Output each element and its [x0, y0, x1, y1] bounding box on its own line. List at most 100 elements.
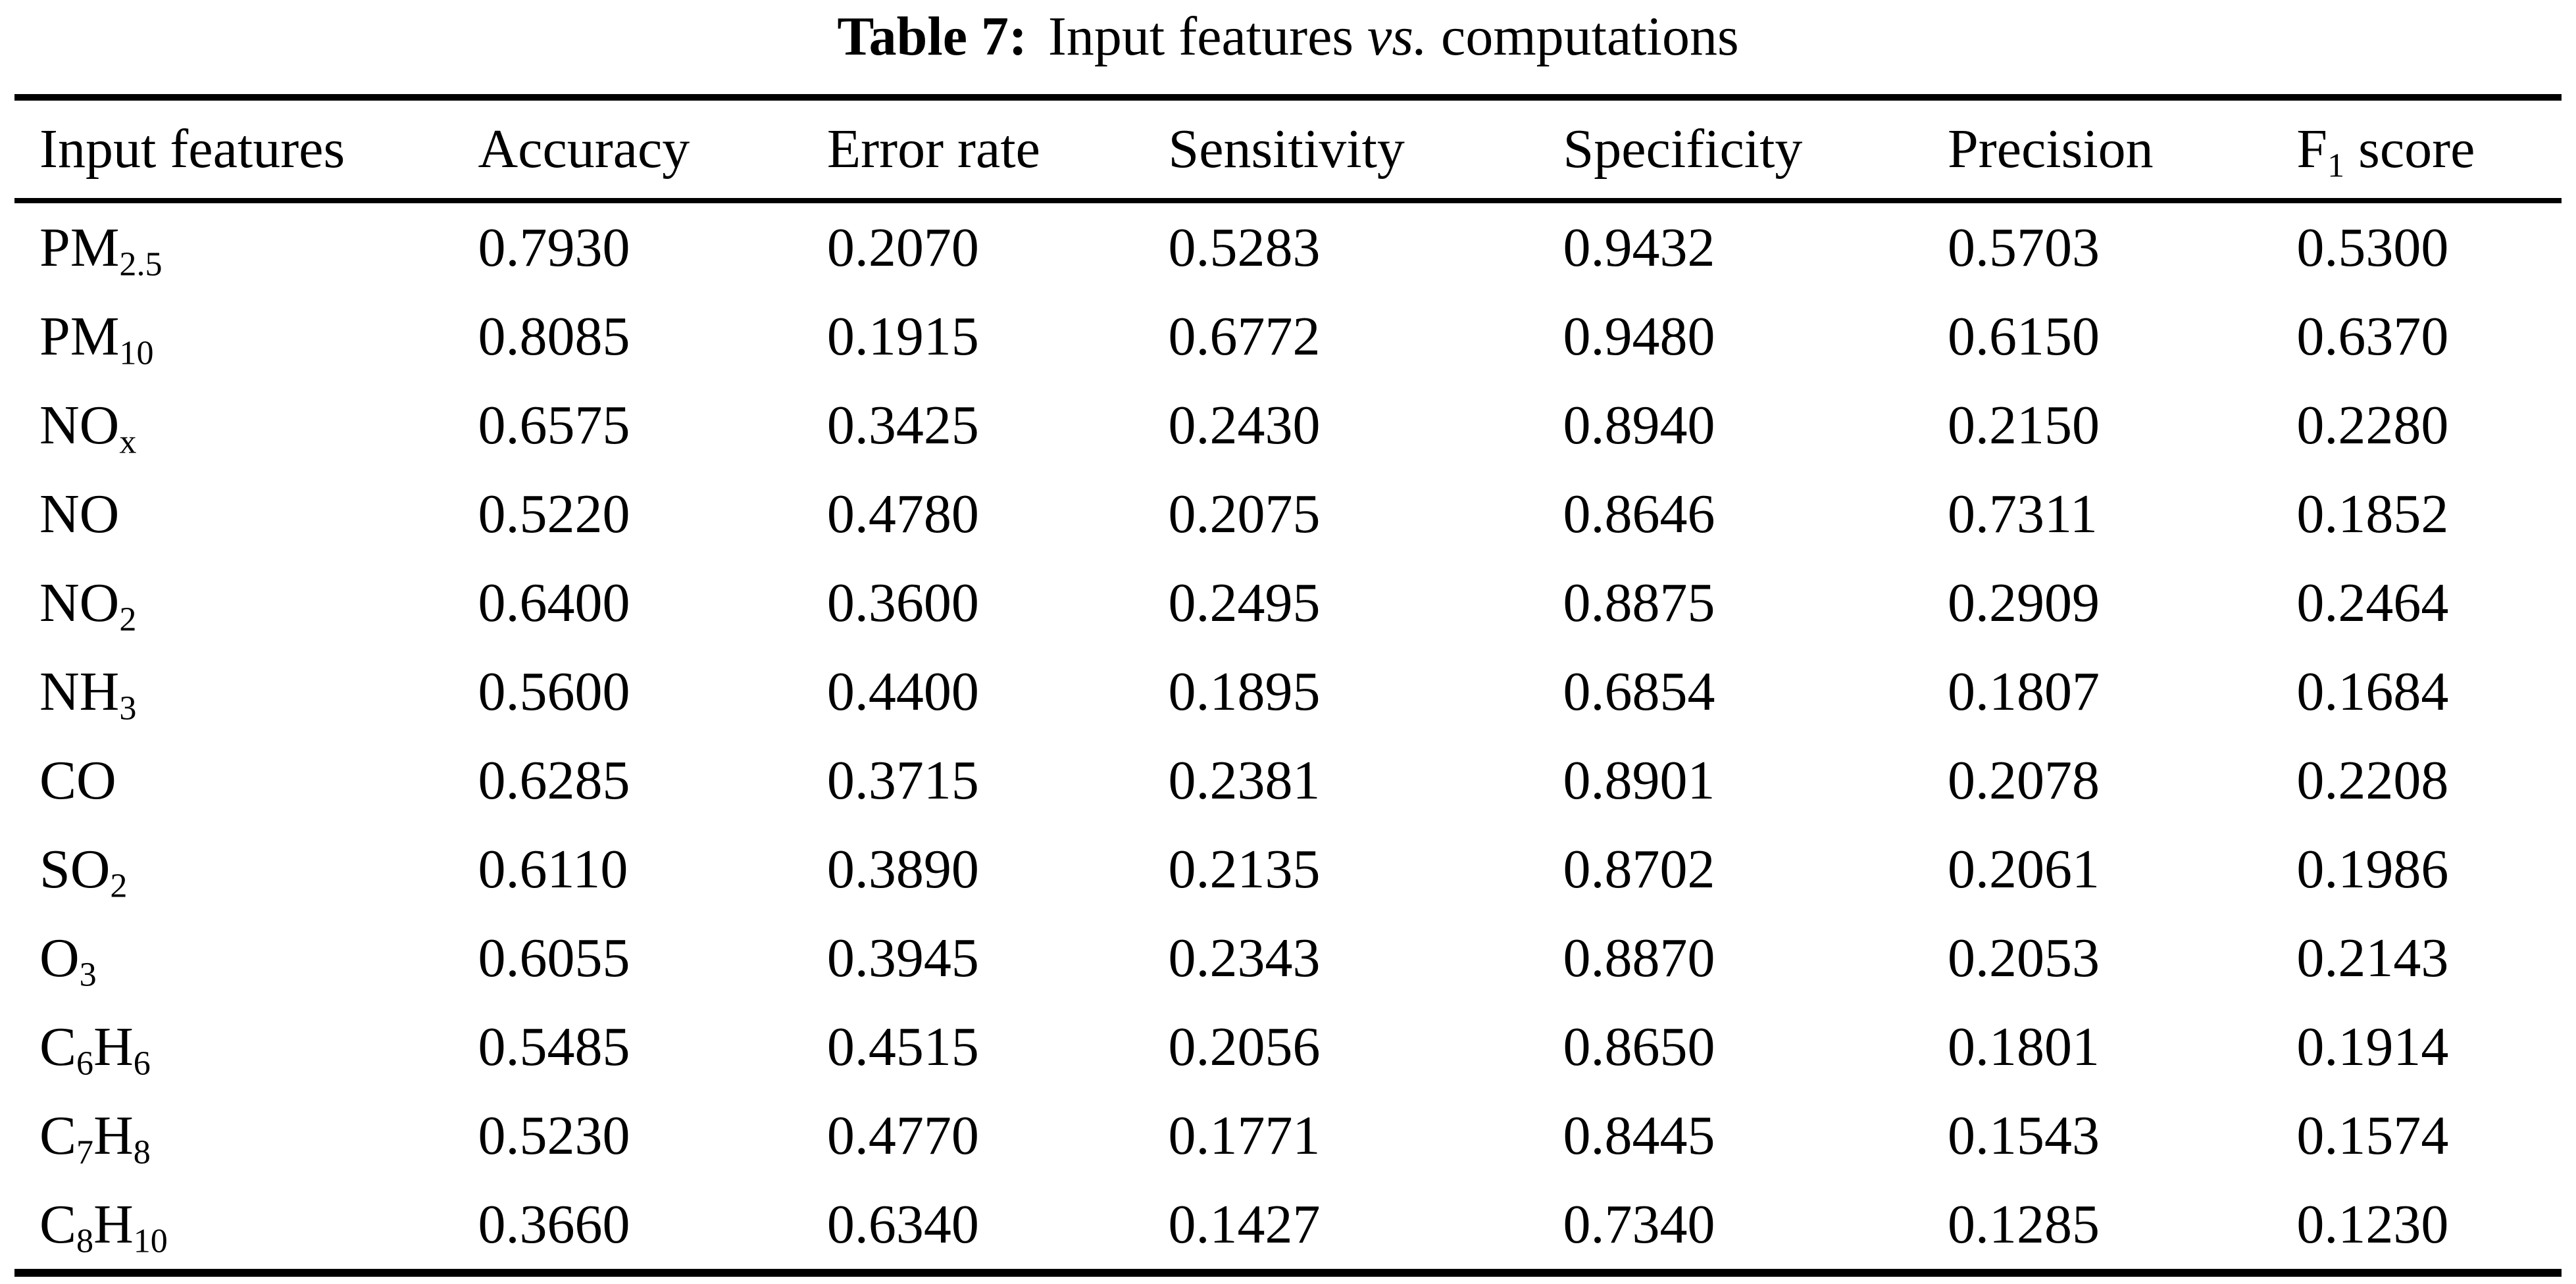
value-cell-no-accuracy: 0.5220 — [478, 483, 630, 545]
value-cell-nh3-precision: 0.1807 — [1948, 660, 2100, 722]
value-cell-pm10-sensitivity: 0.6772 — [1168, 305, 1321, 367]
value-cell-c8h10-error-rate: 0.6340 — [826, 1193, 979, 1255]
value-cell-c8h10-sensitivity: 0.1427 — [1168, 1193, 1321, 1255]
value-cell-c8h10-specificity: 0.7340 — [1563, 1193, 1715, 1255]
value-cell-no-f1-score: 0.1852 — [2296, 483, 2449, 545]
table-row-no2: NO2 0.6400 0.3600 0.2495 0.8875 0.2909 0.2464 — [14, 558, 2562, 647]
value-cell-nox-error-rate: 0.3425 — [826, 394, 979, 456]
table-row-c8h10: C8H10 0.3660 0.6340 0.1427 0.7340 0.1285 0.123… — [14, 1180, 2562, 1269]
value-cell-pm2.5-specificity: 0.9432 — [1563, 216, 1715, 278]
table-mid-rule — [14, 198, 2562, 203]
value-cell-o3-f1-score: 0.2143 — [2296, 927, 2449, 989]
feature-cell-nh3: NH3 — [39, 660, 137, 728]
feature-cell-c7h8: C7H8 — [39, 1104, 151, 1172]
value-cell-no2-f1-score: 0.2464 — [2296, 572, 2449, 633]
value-cell-pm2.5-precision: 0.5703 — [1948, 216, 2100, 278]
value-cell-nox-sensitivity: 0.2430 — [1168, 394, 1321, 456]
value-cell-co-sensitivity: 0.2381 — [1168, 749, 1321, 811]
value-cell-co-f1-score: 0.2208 — [2296, 749, 2449, 811]
value-cell-nh3-specificity: 0.6854 — [1563, 660, 1715, 722]
value-cell-o3-sensitivity: 0.2343 — [1168, 927, 1321, 989]
table-caption: Table 7: Input features vs. computations — [0, 0, 2576, 94]
subscript: 10 — [133, 1222, 168, 1260]
results-table: Input features Accuracy Error rate Sensitiv… — [14, 94, 2562, 1277]
subscript: 8 — [76, 1222, 94, 1260]
subscript: 3 — [119, 689, 137, 728]
value-cell-no-error-rate: 0.4780 — [826, 483, 979, 545]
feature-cell-no: NO — [39, 483, 120, 545]
subscript: 2 — [119, 601, 137, 639]
value-cell-nox-accuracy: 0.6575 — [478, 394, 630, 456]
value-cell-c8h10-accuracy: 0.3660 — [478, 1193, 630, 1255]
value-cell-nh3-sensitivity: 0.1895 — [1168, 660, 1321, 722]
value-cell-nox-precision: 0.2150 — [1948, 394, 2100, 456]
caption-label: Table 7: — [837, 6, 1027, 67]
value-cell-c7h8-error-rate: 0.4770 — [826, 1104, 979, 1166]
value-cell-co-specificity: 0.8901 — [1563, 749, 1715, 811]
subscript: 7 — [76, 1133, 94, 1172]
column-header-input-features: Input features — [39, 118, 345, 180]
feature-cell-no2: NO2 — [39, 572, 137, 639]
table-row-c7h8: C7H8 0.5230 0.4770 0.1771 0.8445 0.1543 0.1574 — [14, 1091, 2562, 1180]
value-cell-c7h8-precision: 0.1543 — [1948, 1104, 2100, 1166]
table-row-no: NO 0.5220 0.4780 0.2075 0.8646 0.7311 0.1852 — [14, 470, 2562, 558]
feature-cell-o3: O3 — [39, 927, 97, 994]
value-cell-o3-error-rate: 0.3945 — [826, 927, 979, 989]
subscript: x — [119, 423, 137, 461]
value-cell-no2-specificity: 0.8875 — [1563, 572, 1715, 633]
table-header-row: Input features Accuracy Error rate Sensitiv… — [14, 101, 2562, 198]
value-cell-no2-precision: 0.2909 — [1948, 572, 2100, 633]
value-cell-no-precision: 0.7311 — [1948, 483, 2098, 545]
subscript: 2 — [110, 867, 128, 905]
caption-text-italic: vs. — [1367, 6, 1428, 67]
value-cell-so2-sensitivity: 0.2135 — [1168, 838, 1321, 900]
table-row-o3: O3 0.6055 0.3945 0.2343 0.8870 0.2053 0.2143 — [14, 914, 2562, 1002]
value-cell-co-precision: 0.2078 — [1948, 749, 2100, 811]
value-cell-o3-accuracy: 0.6055 — [478, 927, 630, 989]
value-cell-pm10-specificity: 0.9480 — [1563, 305, 1715, 367]
column-header-error-rate: Error rate — [826, 118, 1040, 180]
value-cell-c8h10-precision: 0.1285 — [1948, 1193, 2100, 1255]
subscript: 2.5 — [119, 245, 163, 284]
feature-cell-c8h10: C8H10 — [39, 1193, 168, 1260]
table-body: PM2.5 0.7930 0.2070 0.5283 0.9432 0.5703 0.530… — [14, 203, 2562, 1269]
value-cell-co-error-rate: 0.3715 — [826, 749, 979, 811]
table-row-pm10: PM10 0.8085 0.1915 0.6772 0.9480 0.6150 0.6370 — [14, 292, 2562, 381]
table-row-so2: SO2 0.6110 0.3890 0.2135 0.8702 0.2061 0.1986 — [14, 825, 2562, 914]
value-cell-nox-specificity: 0.8940 — [1563, 394, 1715, 456]
value-cell-co-accuracy: 0.6285 — [478, 749, 630, 811]
subscript: 6 — [133, 1045, 151, 1083]
feature-cell-pm10: PM10 — [39, 305, 154, 372]
value-cell-nh3-error-rate: 0.4400 — [826, 660, 979, 722]
feature-cell-c6h6: C6H6 — [39, 1016, 151, 1083]
table-row-co: CO 0.6285 0.3715 0.2381 0.8901 0.2078 0.2208 — [14, 736, 2562, 825]
column-header-f1-score: F1 score — [2296, 118, 2475, 185]
value-cell-pm2.5-sensitivity: 0.5283 — [1168, 216, 1321, 278]
column-header-accuracy: Accuracy — [478, 118, 690, 180]
subscript: 1 — [2327, 147, 2345, 185]
feature-cell-pm2.5: PM2.5 — [39, 216, 163, 284]
feature-cell-co: CO — [39, 749, 116, 811]
value-cell-o3-precision: 0.2053 — [1948, 927, 2100, 989]
value-cell-so2-f1-score: 0.1986 — [2296, 838, 2449, 900]
feature-cell-nox: NOx — [39, 394, 137, 461]
value-cell-c6h6-sensitivity: 0.2056 — [1168, 1016, 1321, 1077]
value-cell-c7h8-specificity: 0.8445 — [1563, 1104, 1715, 1166]
value-cell-c6h6-specificity: 0.8650 — [1563, 1016, 1715, 1077]
value-cell-c7h8-f1-score: 0.1574 — [2296, 1104, 2449, 1166]
column-header-sensitivity: Sensitivity — [1168, 118, 1405, 180]
column-header-precision: Precision — [1948, 118, 2154, 180]
subscript: 8 — [133, 1133, 151, 1172]
caption-text-post: computations — [1441, 6, 1739, 67]
table-row-nox: NOx 0.6575 0.3425 0.2430 0.8940 0.2150 0.2280 — [14, 381, 2562, 470]
value-cell-nh3-f1-score: 0.1684 — [2296, 660, 2449, 722]
value-cell-pm2.5-f1-score: 0.5300 — [2296, 216, 2449, 278]
caption-text-pre: Input features — [1048, 6, 1354, 67]
value-cell-so2-specificity: 0.8702 — [1563, 838, 1715, 900]
table-row-pm2.5: PM2.5 0.7930 0.2070 0.5283 0.9432 0.5703 0.530… — [14, 203, 2562, 292]
value-cell-so2-accuracy: 0.6110 — [478, 838, 628, 900]
value-cell-c6h6-error-rate: 0.4515 — [826, 1016, 979, 1077]
value-cell-no-specificity: 0.8646 — [1563, 483, 1715, 545]
column-header-specificity: Specificity — [1563, 118, 1803, 180]
